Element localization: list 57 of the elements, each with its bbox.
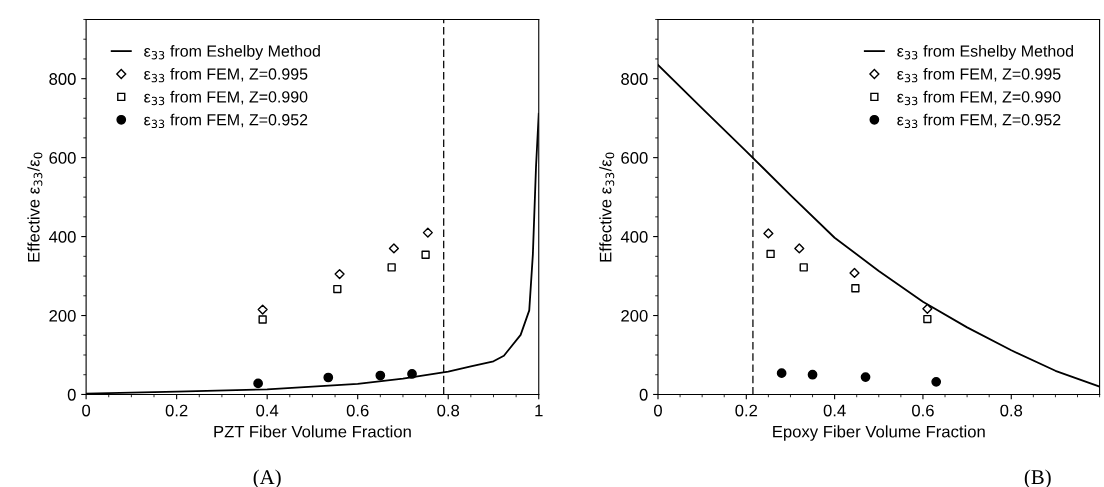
y-tick-label: 600 [49, 152, 76, 164]
legend-label: ε$_{33}$ from FEM, Z=0.990 [897, 90, 1061, 106]
y-tick-label: 200 [621, 309, 648, 322]
x-tick-label: 0.6 [346, 404, 369, 417]
legend-label: ε$_{33}$ from FEM, Z=0.952 [144, 113, 308, 129]
x-axis-title: PZT Fiber Volume Fraction [214, 425, 411, 438]
point [923, 314, 932, 324]
point [323, 372, 334, 383]
x-tick-label: 0.6 [912, 404, 934, 417]
legend-label: ε$_{33}$ from FEM, Z=0.990 [144, 90, 308, 106]
y-tick-label: 0 [639, 388, 648, 401]
point [333, 284, 342, 294]
point [860, 372, 871, 382]
x-tick-label: 0.8 [1000, 404, 1023, 417]
point [387, 263, 396, 272]
x-tick-label: 0 [82, 404, 91, 417]
y-tick-label: 800 [621, 73, 648, 85]
point [776, 368, 787, 379]
point [334, 268, 345, 280]
x-tick-label: 0 [654, 404, 662, 417]
y-tick-label: 0 [67, 388, 76, 401]
x-tick-label: 0.8 [437, 404, 460, 417]
point [849, 267, 860, 279]
y-tick-label: 400 [620, 230, 648, 243]
x-tick-label: 0.4 [823, 404, 846, 417]
legend-label: ε$_{33}$ from Eshelby Method [144, 45, 320, 60]
point [257, 304, 268, 315]
x-axis-title: Epoxy Fiber Volume Fraction [773, 425, 985, 441]
point [407, 369, 417, 379]
x-tick-label: 0.2 [735, 404, 758, 417]
y-tick-label: 600 [621, 152, 648, 164]
point [763, 228, 774, 239]
point [421, 250, 430, 259]
x-tick-label: 0.4 [256, 404, 279, 417]
x-tick-label: 0.2 [165, 404, 188, 417]
y-tick-label: 200 [49, 309, 76, 322]
point [766, 249, 775, 259]
point [851, 284, 860, 293]
point [258, 315, 267, 324]
point [799, 263, 808, 272]
point [794, 243, 805, 254]
point [253, 378, 263, 389]
legend-label: ε$_{33}$ from FEM, Z=0.952 [897, 113, 1061, 129]
point [422, 227, 433, 238]
point [922, 303, 933, 314]
legend-label: ε$_{33}$ from Eshelby Method [897, 45, 1073, 60]
y-axis-title: Effective ε$_{33}$/ε$_{0}$ [599, 152, 615, 262]
y-axis-title: Effective ε$_{33}$/ε$_{0}$ [27, 152, 43, 262]
point [807, 369, 818, 380]
y-tick-label: 800 [49, 73, 76, 85]
point [375, 370, 386, 381]
point [931, 376, 942, 387]
point [388, 243, 400, 254]
y-tick-label: 400 [48, 230, 76, 243]
x-tick-label: 1 [535, 404, 543, 417]
legend-label: ε$_{33}$ from FEM, Z=0.995 [144, 67, 308, 83]
legend-label: ε$_{33}$ from FEM, Z=0.995 [897, 67, 1061, 83]
